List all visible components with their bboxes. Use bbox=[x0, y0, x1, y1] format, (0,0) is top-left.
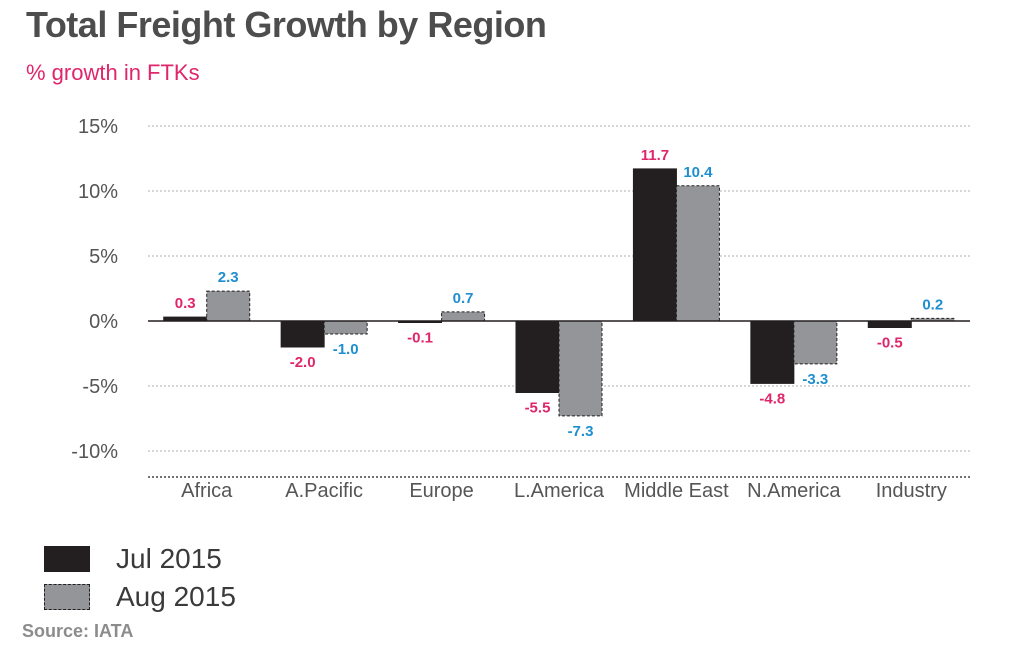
legend-label-aug: Aug 2015 bbox=[116, 581, 236, 612]
legend: Jul 2015 Aug 2015 bbox=[44, 540, 236, 616]
x-tick-label: Africa bbox=[181, 480, 233, 502]
legend-swatch-jul bbox=[44, 546, 90, 572]
data-label-jul: 11.7 bbox=[641, 147, 669, 164]
chart-subtitle: % growth in FTKs bbox=[26, 60, 200, 85]
y-tick-label: -10% bbox=[71, 441, 118, 463]
bar-aug bbox=[793, 320, 838, 365]
legend-item-jul: Jul 2015 bbox=[44, 540, 236, 578]
data-label-aug: 2.3 bbox=[218, 269, 239, 286]
y-tick-label: -5% bbox=[82, 376, 118, 398]
bar-jul bbox=[515, 320, 560, 393]
x-tick-label: L.America bbox=[514, 480, 605, 502]
data-label-aug: 0.2 bbox=[922, 296, 943, 313]
bar-aug bbox=[675, 185, 720, 322]
x-tick-label: Industry bbox=[876, 480, 947, 502]
bar-aug bbox=[323, 320, 368, 335]
bar-aug bbox=[558, 320, 603, 417]
legend-swatch-aug bbox=[44, 584, 90, 610]
data-label-aug: -7.3 bbox=[568, 423, 594, 440]
data-label-jul: -5.5 bbox=[525, 400, 551, 417]
bar-jul bbox=[280, 320, 325, 348]
source-note: Source: IATA bbox=[22, 621, 134, 641]
y-tick-label: 10% bbox=[78, 181, 118, 203]
bar-aug bbox=[441, 311, 486, 322]
data-label-jul: -0.1 bbox=[407, 330, 433, 347]
x-tick-label: N.America bbox=[747, 480, 841, 502]
bar-jul bbox=[750, 320, 795, 384]
data-label-aug: -3.3 bbox=[802, 371, 828, 388]
y-tick-label: 0% bbox=[89, 311, 118, 333]
chart-title: Total Freight Growth by Region bbox=[26, 4, 547, 45]
legend-label-jul: Jul 2015 bbox=[116, 543, 222, 574]
legend-item-aug: Aug 2015 bbox=[44, 578, 236, 616]
x-tick-label: Europe bbox=[409, 480, 474, 502]
bar-jul bbox=[867, 320, 912, 328]
y-tick-label: 5% bbox=[89, 246, 118, 268]
data-label-aug: -1.0 bbox=[333, 341, 359, 358]
data-label-jul: -4.8 bbox=[759, 390, 785, 407]
data-label-jul: 0.3 bbox=[175, 295, 196, 312]
bar-jul bbox=[632, 168, 677, 322]
y-tick-label: 15% bbox=[78, 116, 118, 138]
data-label-aug: 0.7 bbox=[453, 290, 474, 307]
data-label-jul: -2.0 bbox=[290, 354, 316, 371]
bar-aug bbox=[206, 290, 251, 322]
data-label-aug: 10.4 bbox=[683, 164, 713, 181]
data-label-jul: -0.5 bbox=[877, 335, 903, 352]
x-tick-label: A.Pacific bbox=[285, 480, 363, 502]
x-tick-label: Middle East bbox=[624, 480, 729, 502]
